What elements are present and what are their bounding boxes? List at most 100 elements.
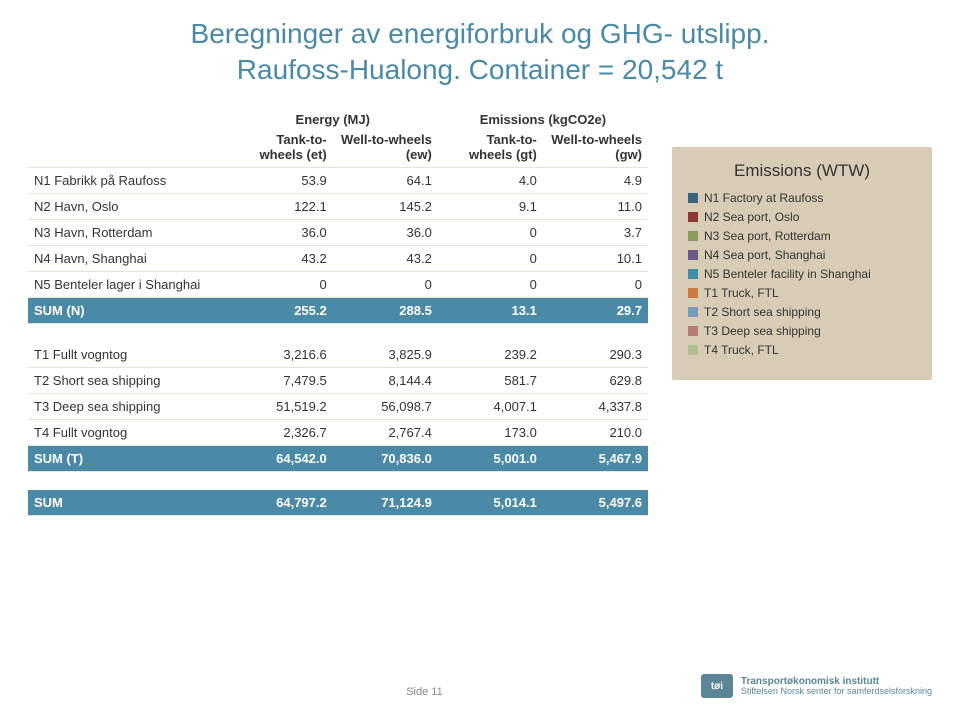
legend-swatch: [688, 212, 698, 222]
footer-brand-1: Transportøkonomisk institutt: [741, 676, 932, 687]
transport-table: T1 Fullt vogntog 3,216.6 3,825.9 239.2 2…: [28, 342, 648, 472]
cell-gw: 3.7: [543, 219, 648, 245]
cell-gw: 629.8: [543, 367, 648, 393]
cell-gt: 13.1: [438, 297, 543, 323]
cell-gw: 5,467.9: [543, 445, 648, 471]
row-label: T3 Deep sea shipping: [28, 393, 228, 419]
legend-label: N1 Factory at Raufoss: [704, 191, 823, 205]
table-row: N4 Havn, Shanghai 43.2 43.2 0 10.1: [28, 245, 648, 271]
col-gt: Tank-to-wheels (gt): [438, 127, 543, 168]
row-label: N1 Fabrikk på Raufoss: [28, 167, 228, 193]
footer-logo: tøi Transportøkonomisk institutt Stiftel…: [701, 674, 932, 698]
cell-gw: 4.9: [543, 167, 648, 193]
table-row: N2 Havn, Oslo 122.1 145.2 9.1 11.0: [28, 193, 648, 219]
legend-swatch: [688, 269, 698, 279]
legend-label: N4 Sea port, Shanghai: [704, 248, 825, 262]
cell-gt: 581.7: [438, 367, 543, 393]
row-label: N4 Havn, Shanghai: [28, 245, 228, 271]
cell-ew: 0: [333, 271, 438, 297]
legend-swatch: [688, 231, 698, 241]
col-ew: Well-to-wheels (ew): [333, 127, 438, 168]
cell-gt: 0: [438, 271, 543, 297]
tables-column: Energy (MJ) Emissions (kgCO2e) Tank-to-w…: [28, 107, 648, 534]
legend-item: T3 Deep sea shipping: [688, 324, 916, 338]
cell-gt: 239.2: [438, 342, 543, 368]
cell-ew: 8,144.4: [333, 367, 438, 393]
emissions-header: Emissions (kgCO2e): [438, 107, 648, 127]
title-line-2: Raufoss-Hualong. Container = 20,542 t: [28, 52, 932, 88]
cell-et: 36.0: [228, 219, 333, 245]
table-row: T4 Fullt vogntog 2,326.7 2,767.4 173.0 2…: [28, 419, 648, 445]
legend-label: N3 Sea port, Rotterdam: [704, 229, 831, 243]
legend-label: N2 Sea port, Oslo: [704, 210, 799, 224]
legend-title: Emissions (WTW): [688, 161, 916, 181]
row-label: N5 Benteler lager i Shanghai: [28, 271, 228, 297]
cell-gw: 0: [543, 271, 648, 297]
cell-et: 43.2: [228, 245, 333, 271]
row-label: SUM (T): [28, 445, 228, 471]
footer-brand-2: Stiftelsen Norsk senter for samferdselsf…: [741, 687, 932, 697]
grand-sum-gw: 5,497.6: [543, 490, 648, 516]
grand-sum-gt: 5,014.1: [438, 490, 543, 516]
page-title: Beregninger av energiforbruk og GHG- uts…: [28, 16, 932, 89]
grand-sum-table: SUM 64,797.2 71,124.9 5,014.1 5,497.6: [28, 490, 648, 516]
legend-label: T1 Truck, FTL: [704, 286, 779, 300]
cell-gt: 173.0: [438, 419, 543, 445]
cell-ew: 288.5: [333, 297, 438, 323]
node-table: Energy (MJ) Emissions (kgCO2e) Tank-to-w…: [28, 107, 648, 324]
legend-label: N5 Benteler facility in Shanghai: [704, 267, 871, 281]
cell-et: 53.9: [228, 167, 333, 193]
cell-gw: 210.0: [543, 419, 648, 445]
legend-item: T1 Truck, FTL: [688, 286, 916, 300]
energy-header: Energy (MJ): [228, 107, 438, 127]
legend-swatch: [688, 326, 698, 336]
legend-label: T4 Truck, FTL: [704, 343, 779, 357]
legend-panel: Emissions (WTW) N1 Factory at Raufoss N2…: [672, 147, 932, 380]
row-label: SUM (N): [28, 297, 228, 323]
cell-gt: 4.0: [438, 167, 543, 193]
row-label: N2 Havn, Oslo: [28, 193, 228, 219]
grand-sum-ew: 71,124.9: [333, 490, 438, 516]
cell-et: 255.2: [228, 297, 333, 323]
cell-gt: 4,007.1: [438, 393, 543, 419]
legend-item: N1 Factory at Raufoss: [688, 191, 916, 205]
table-row: N3 Havn, Rotterdam 36.0 36.0 0 3.7: [28, 219, 648, 245]
legend-item: N4 Sea port, Shanghai: [688, 248, 916, 262]
cell-ew: 2,767.4: [333, 419, 438, 445]
cell-ew: 3,825.9: [333, 342, 438, 368]
table-row: T1 Fullt vogntog 3,216.6 3,825.9 239.2 2…: [28, 342, 648, 368]
table-row: N5 Benteler lager i Shanghai 0 0 0 0: [28, 271, 648, 297]
col-et: Tank-to-wheels (et): [228, 127, 333, 168]
legend-label: T2 Short sea shipping: [704, 305, 821, 319]
table-row: N1 Fabrikk på Raufoss 53.9 64.1 4.0 4.9: [28, 167, 648, 193]
legend-swatch: [688, 250, 698, 260]
cell-gw: 29.7: [543, 297, 648, 323]
cell-et: 51,519.2: [228, 393, 333, 419]
legend-swatch: [688, 193, 698, 203]
legend-swatch: [688, 307, 698, 317]
grand-sum-label: SUM: [28, 490, 228, 516]
col-gw: Well-to-wheels (gw): [543, 127, 648, 168]
cell-et: 3,216.6: [228, 342, 333, 368]
title-line-1: Beregninger av energiforbruk og GHG- uts…: [28, 16, 932, 52]
cell-ew: 43.2: [333, 245, 438, 271]
table-row: T3 Deep sea shipping 51,519.2 56,098.7 4…: [28, 393, 648, 419]
cell-et: 2,326.7: [228, 419, 333, 445]
row-label: T2 Short sea shipping: [28, 367, 228, 393]
cell-gt: 9.1: [438, 193, 543, 219]
cell-gt: 5,001.0: [438, 445, 543, 471]
legend-label: T3 Deep sea shipping: [704, 324, 821, 338]
table-row: T2 Short sea shipping 7,479.5 8,144.4 58…: [28, 367, 648, 393]
cell-gw: 4,337.8: [543, 393, 648, 419]
page-number: Side 11: [148, 686, 701, 698]
table-row: SUM (T) 64,542.0 70,836.0 5,001.0 5,467.…: [28, 445, 648, 471]
cell-gw: 11.0: [543, 193, 648, 219]
cell-et: 122.1: [228, 193, 333, 219]
legend-list: N1 Factory at Raufoss N2 Sea port, Oslo …: [688, 191, 916, 357]
legend-item: T4 Truck, FTL: [688, 343, 916, 357]
legend-item: N5 Benteler facility in Shanghai: [688, 267, 916, 281]
cell-et: 64,542.0: [228, 445, 333, 471]
row-label: N3 Havn, Rotterdam: [28, 219, 228, 245]
grand-sum-et: 64,797.2: [228, 490, 333, 516]
legend-item: T2 Short sea shipping: [688, 305, 916, 319]
